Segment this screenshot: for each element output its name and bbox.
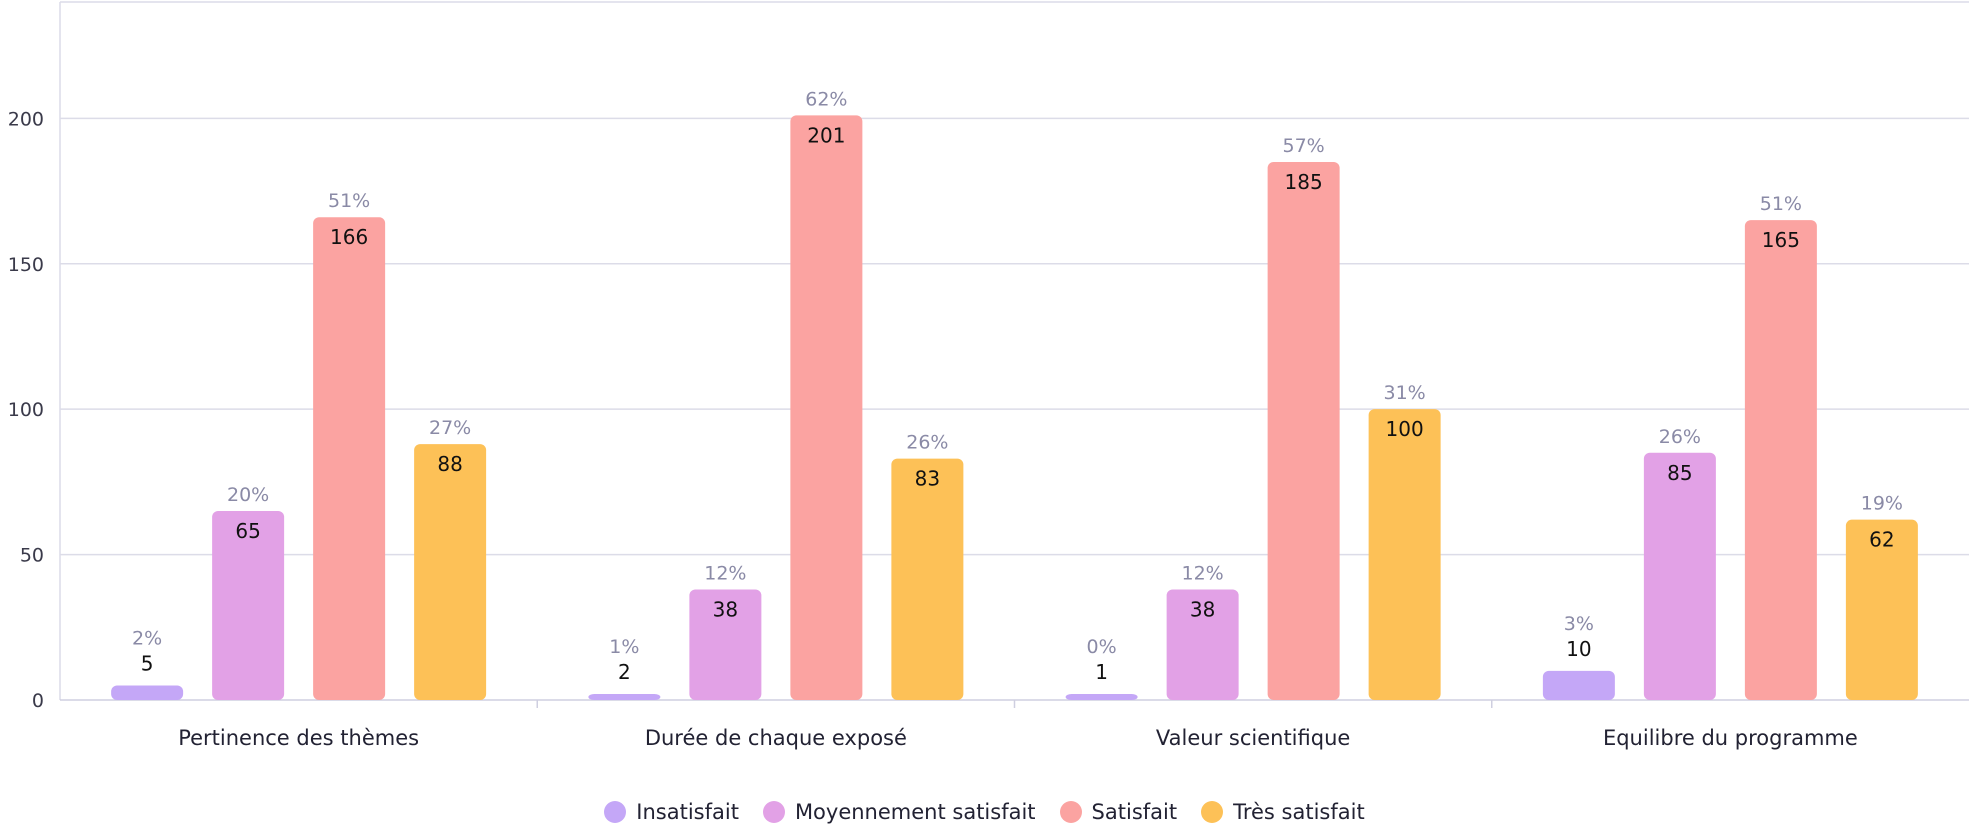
- value-label: 201: [807, 123, 845, 147]
- value-label: 165: [1762, 228, 1800, 252]
- percent-label: 51%: [328, 190, 370, 212]
- percent-label: 2%: [132, 627, 162, 649]
- value-label: 1: [1095, 660, 1108, 684]
- legend-item[interactable]: Très satisfait: [1201, 800, 1365, 824]
- percent-label: 12%: [704, 562, 746, 584]
- percent-label: 1%: [609, 636, 639, 658]
- value-label: 100: [1386, 417, 1424, 441]
- legend-label: Insatisfait: [636, 800, 739, 824]
- bar: [790, 115, 863, 701]
- bar: [1166, 589, 1239, 700]
- x-category-label: Pertinence des thèmes: [178, 726, 419, 750]
- value-label: 2: [618, 660, 631, 684]
- percent-label: 31%: [1384, 382, 1426, 404]
- y-tick-label: 150: [8, 254, 44, 276]
- percent-label: 27%: [429, 417, 471, 439]
- legend: Insatisfait Moyennement satisfait Satisfai…: [0, 800, 1969, 824]
- percent-label: 19%: [1861, 493, 1903, 515]
- bar: [111, 685, 184, 700]
- legend-swatch-icon: [1201, 801, 1224, 823]
- legend-label: Moyennement satisfait: [794, 800, 1036, 824]
- x-category-label: Equilibre du programme: [1603, 726, 1858, 750]
- legend-swatch-icon: [1059, 801, 1082, 823]
- bar: [1643, 452, 1716, 700]
- legend-swatch-icon: [604, 801, 627, 823]
- percent-label: 0%: [1087, 636, 1117, 658]
- bar: [891, 458, 964, 700]
- bar: [1542, 670, 1615, 700]
- value-label: 5: [141, 651, 154, 675]
- y-tick-label: 50: [20, 545, 44, 567]
- legend-item[interactable]: Insatisfait: [604, 800, 739, 824]
- percent-label: 26%: [1659, 426, 1701, 448]
- x-category-label: Valeur scientifique: [1156, 726, 1350, 750]
- x-category-label: Durée de chaque exposé: [645, 726, 907, 750]
- percent-label: 26%: [906, 432, 948, 454]
- legend-swatch-icon: [762, 801, 785, 823]
- bar: [1845, 519, 1918, 700]
- bar: [689, 589, 762, 700]
- value-label: 185: [1285, 170, 1323, 194]
- value-label: 38: [713, 597, 738, 621]
- percent-label: 51%: [1760, 193, 1802, 215]
- percent-label: 20%: [227, 484, 269, 506]
- value-label: 83: [915, 467, 940, 491]
- bar: [1065, 694, 1138, 700]
- bar: [1744, 220, 1817, 700]
- legend-item[interactable]: Moyennement satisfait: [762, 800, 1036, 824]
- legend-label: Satisfait: [1091, 800, 1178, 824]
- bar: [1368, 409, 1441, 700]
- bar: [1267, 161, 1340, 701]
- value-label: 62: [1869, 528, 1894, 552]
- value-label: 65: [235, 519, 260, 543]
- legend-label: Très satisfait: [1233, 800, 1365, 824]
- y-tick-label: 200: [8, 108, 44, 130]
- percent-label: 57%: [1283, 135, 1325, 157]
- legend-item[interactable]: Satisfait: [1059, 800, 1178, 824]
- percent-label: 12%: [1182, 562, 1224, 584]
- value-label: 88: [437, 452, 462, 476]
- value-label: 85: [1667, 461, 1692, 485]
- bar: [212, 510, 285, 700]
- y-tick-label: 100: [8, 399, 44, 421]
- percent-label: 62%: [805, 88, 847, 110]
- bar: [313, 217, 386, 700]
- bar: [588, 694, 661, 700]
- bar: [414, 444, 487, 700]
- value-label: 38: [1190, 597, 1215, 621]
- value-label: 166: [330, 225, 368, 249]
- percent-label: 3%: [1564, 613, 1594, 635]
- y-tick-label: 0: [32, 690, 44, 712]
- value-label: 10: [1566, 637, 1591, 661]
